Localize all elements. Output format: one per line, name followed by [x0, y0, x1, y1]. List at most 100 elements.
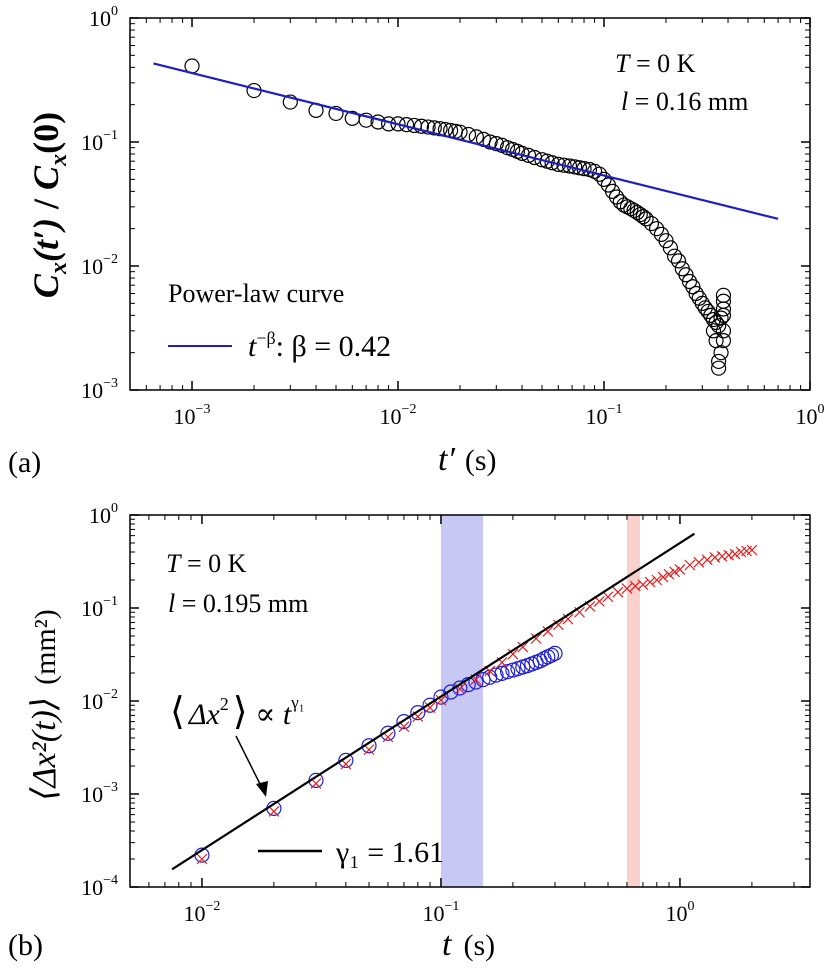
cross-stroke: [716, 550, 728, 562]
data-point-circle: [715, 301, 732, 317]
cross-stroke: [363, 744, 375, 756]
cross-stroke: [621, 583, 633, 594]
data-point-cross: [612, 586, 624, 598]
data-point-cross: [621, 583, 633, 594]
data-point-circle: [396, 714, 412, 730]
data-point-cross: [729, 548, 741, 560]
data-point-cross: [196, 853, 208, 865]
panel-b-ticks: 10−2 10−1 100 10−4 10−3 10−2 10−1 100: [81, 501, 810, 926]
data-point-circle: [715, 293, 732, 309]
data-point-circle: [499, 664, 516, 680]
cross-stroke: [530, 633, 542, 644]
data-point-circle: [638, 211, 654, 227]
data-point-circle: [710, 318, 727, 334]
data-point-circle: [596, 171, 612, 187]
data-point-circle: [616, 197, 632, 213]
data-point-circle: [547, 645, 563, 661]
cross-stroke: [637, 579, 649, 591]
data-point-cross: [657, 571, 669, 583]
data-point-cross: [669, 566, 681, 578]
cross-stroke: [310, 777, 322, 789]
data-point-circle: [410, 705, 426, 721]
panel-a-label: (a): [8, 446, 41, 479]
cross-stroke: [382, 731, 394, 743]
data-point-circle: [544, 155, 560, 171]
x-tick-label: 10−2: [183, 899, 220, 926]
y-tick-label: 10−2: [81, 687, 118, 714]
data-point-cross: [701, 554, 713, 566]
data-point-circle: [715, 323, 732, 339]
cross-stroke: [542, 625, 554, 637]
highlight-band-1: [440, 515, 484, 887]
data-point-cross: [530, 633, 542, 644]
cross-stroke: [746, 544, 758, 556]
panel-a-data-marks: [153, 58, 779, 376]
data-point-cross: [268, 805, 280, 817]
data-point-circle: [697, 300, 713, 316]
data-point-circle: [685, 279, 701, 295]
cross-stroke: [268, 805, 280, 817]
panel-a-plot-frame: [129, 17, 811, 391]
fit-line: [171, 532, 696, 871]
data-point-circle: [715, 287, 732, 303]
data-point-circle: [666, 248, 683, 264]
data-point-circle: [282, 94, 298, 110]
data-point-circle: [715, 333, 732, 349]
y-tick-label: 10−2: [81, 252, 118, 279]
panel-a-x-axis-label: t′ (s): [438, 441, 497, 478]
cross-stroke: [657, 571, 669, 583]
cross-stroke: [435, 694, 447, 706]
panel-a: 10−3 10−2 10−1 100 10−3 10−2 10−1 100 T = 0 K l…: [8, 4, 825, 479]
data-point-circle: [643, 215, 660, 232]
data-point-cross: [709, 551, 721, 563]
data-point-cross: [746, 544, 758, 556]
data-point-cross: [651, 574, 663, 586]
data-point-circle: [658, 233, 674, 249]
cross-stroke: [729, 548, 741, 560]
data-point-circle: [494, 665, 510, 682]
data-point-circle: [433, 689, 449, 705]
cross-stroke: [693, 556, 705, 568]
cross-stroke: [412, 711, 424, 723]
cross-stroke: [612, 586, 624, 598]
cross-stroke: [507, 648, 519, 660]
x-tick-label: 10−1: [423, 899, 460, 926]
panel-b-y-axis-label: ⟨Δx²(t)⟩(mm²): [26, 609, 63, 801]
data-point-circle: [550, 156, 566, 172]
data-point-circle: [358, 112, 374, 128]
data-point-circle: [670, 253, 687, 269]
data-point-cross: [562, 613, 574, 625]
panel-b-plot-frame: [129, 514, 811, 888]
y-tick-label: 10−3: [81, 376, 118, 403]
data-point-circle: [482, 134, 498, 150]
cross-stroke: [644, 576, 656, 588]
data-point-circle: [460, 126, 477, 143]
data-point-circle: [662, 240, 678, 256]
data-point-circle: [681, 273, 698, 290]
panel-a-length-annotation: l = 0.16 mm: [621, 87, 748, 116]
data-point-circle: [591, 166, 608, 182]
panel-a-ticks: 10−3 10−2 10−1 100 10−3 10−2 10−1 100: [81, 4, 824, 429]
data-point-cross: [684, 559, 696, 571]
cross-stroke: [196, 853, 208, 865]
x-tick-label: 100: [796, 402, 825, 429]
panel-a-legend-label: t−β: β = 0.42: [248, 328, 391, 363]
data-point-circle: [556, 157, 572, 173]
y-tick-label: 10−4: [81, 873, 118, 900]
y-tick-label: 10−3: [81, 780, 118, 807]
panel-b-temperature-annotation: T = 0 K: [166, 549, 247, 578]
panel-b-label: (b): [8, 929, 43, 962]
panel-b-x-axis-label: t (s): [442, 926, 495, 963]
data-point-cross: [542, 625, 554, 637]
cross-stroke: [496, 656, 508, 668]
cross-stroke: [701, 554, 713, 566]
cross-stroke: [340, 758, 352, 770]
data-point-cross: [552, 619, 564, 631]
data-point-circle: [413, 118, 430, 134]
data-point-circle: [691, 290, 707, 306]
cross-stroke: [593, 595, 605, 607]
data-point-circle: [713, 310, 729, 326]
data-point-circle: [543, 647, 560, 663]
panel-b-data-marks: [171, 532, 758, 871]
highlight-band-2: [626, 515, 640, 887]
